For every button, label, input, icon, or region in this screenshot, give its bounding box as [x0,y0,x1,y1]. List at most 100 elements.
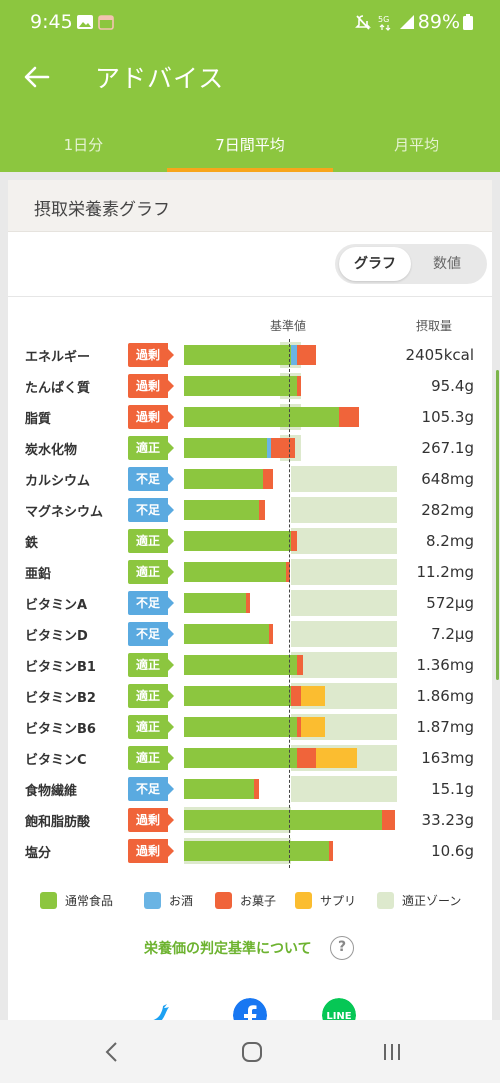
battery-icon [463,14,473,30]
status-badge: 適正 [128,653,174,677]
calendar-icon [98,15,114,30]
help-icon[interactable]: ? [330,936,354,960]
bar-segment-food [184,531,291,551]
bar-segment-alcohol [267,438,272,458]
nutrient-bar-track [184,497,397,523]
nutrient-bar-track [184,621,397,647]
toggle-numeric[interactable]: 数値 [433,256,461,272]
column-intake-label: 摂取量 [416,319,453,333]
nutrient-name: ビタミンD [25,629,88,644]
nutrient-name: カルシウム [25,474,91,489]
battery-percent: 89% [417,11,460,33]
bar-segment-food [184,562,287,582]
bar-segment-snacks [271,438,295,458]
legend-swatch [377,892,394,909]
nutrient-row: 食物繊維 不足 15.1g [8,773,492,804]
nutrient-bar [184,810,395,830]
scrollbar[interactable] [496,370,499,680]
nutrient-name: マグネシウム [25,505,104,520]
tab-7day-average[interactable]: 7日間平均 [166,124,334,172]
bar-segment-food [184,376,297,396]
nutrient-bar [184,717,325,737]
nav-back-icon[interactable] [100,1040,124,1064]
tab-monthly-average[interactable]: 月平均 [394,136,440,154]
legend-swatch [144,892,161,909]
bar-segment-food [184,438,268,458]
divider [8,296,492,297]
network-5g-icon: 5G [378,15,391,31]
nutrient-name: 飽和脂肪酸 [25,815,91,830]
bar-segment-food [184,717,297,737]
gallery-icon [77,15,93,29]
bar-segment-snacks [328,841,334,861]
bar-segment-food [184,748,297,768]
nutrient-bar [184,748,357,768]
nutrient-bar-track [184,404,397,430]
intake-value: 267.1g [421,439,474,457]
nutrient-row: 脂質 過剰 105.3g [8,401,492,432]
mute-icon [355,15,371,30]
status-badge: 過剰 [128,374,174,398]
nutrient-row: 亜鉛 適正 11.2mg [8,556,492,587]
intake-value: 7.2μg [431,625,474,643]
nutrient-bar-track [184,838,397,864]
nav-home-icon[interactable] [240,1040,264,1064]
intake-value: 95.4g [431,377,474,395]
nutrient-row: 飽和脂肪酸 過剰 33.23g [8,804,492,835]
nutrient-name: 塩分 [25,846,52,861]
svg-text:5G: 5G [378,15,389,24]
nutrient-bar-track [184,590,397,616]
standard-value-line [289,339,290,868]
bar-segment-snacks [296,655,304,675]
nutrient-bar [184,376,302,396]
optimal-zone [290,621,397,647]
nav-recents-icon[interactable] [380,1040,404,1064]
intake-value: 1.87mg [416,718,474,736]
intake-value: 648mg [421,470,474,488]
tab-daily[interactable]: 1日分 [63,136,104,154]
toggle-graph[interactable]: グラフ [339,247,411,281]
nutrient-row: ビタミンD 不足 7.2μg [8,618,492,649]
bar-segment-food [184,686,291,706]
nutrient-name: 炭水化物 [25,443,78,458]
app-bar: アドバイス 1日分 7日間平均 月平均 [0,46,500,172]
nutrient-bar-track [184,466,397,492]
optimal-zone [290,559,397,585]
status-time: 9:45 [30,11,73,33]
criteria-link[interactable]: 栄養価の判定基準について [144,941,312,957]
card-title: 摂取栄養素グラフ [8,180,492,232]
bar-segment-snacks [382,810,395,830]
status-badge: 適正 [128,436,174,460]
intake-value: 105.3g [421,408,474,426]
bar-segment-food [184,345,291,365]
bar-segment-supplement [316,748,357,768]
bar-segment-snacks [296,748,317,768]
column-standard-label: 基準値 [270,319,307,333]
legend-label: お酒 [169,894,194,908]
status-badge: 不足 [128,467,174,491]
bar-segment-snacks [269,624,274,644]
period-tabs: 1日分 7日間平均 月平均 [0,124,500,172]
nutrient-bar-track [184,714,397,740]
nutrient-name: 鉄 [25,536,39,551]
bar-segment-alcohol [290,345,297,365]
nutrient-row: ビタミンC 適正 163mg [8,742,492,773]
nutrient-name: ビタミンC [25,753,87,768]
nutrient-bar-track [184,342,397,368]
nutrient-bar [184,686,325,706]
nutrient-name: 亜鉛 [25,567,52,582]
nutrient-bar-track [184,683,397,709]
bar-segment-snacks [254,779,259,799]
optimal-zone [290,776,397,802]
nutrient-name: エネルギー [25,350,91,365]
bar-segment-food [184,841,329,861]
back-arrow-icon[interactable] [22,62,52,92]
nutrient-bar [184,593,251,613]
bar-segment-snacks [262,469,274,489]
nutrient-bar [184,345,317,365]
bar-segment-food [184,500,259,520]
intake-value: 282mg [421,501,474,519]
status-badge: 不足 [128,498,174,522]
intake-value: 8.2mg [426,532,474,550]
bar-segment-snacks [286,562,291,582]
